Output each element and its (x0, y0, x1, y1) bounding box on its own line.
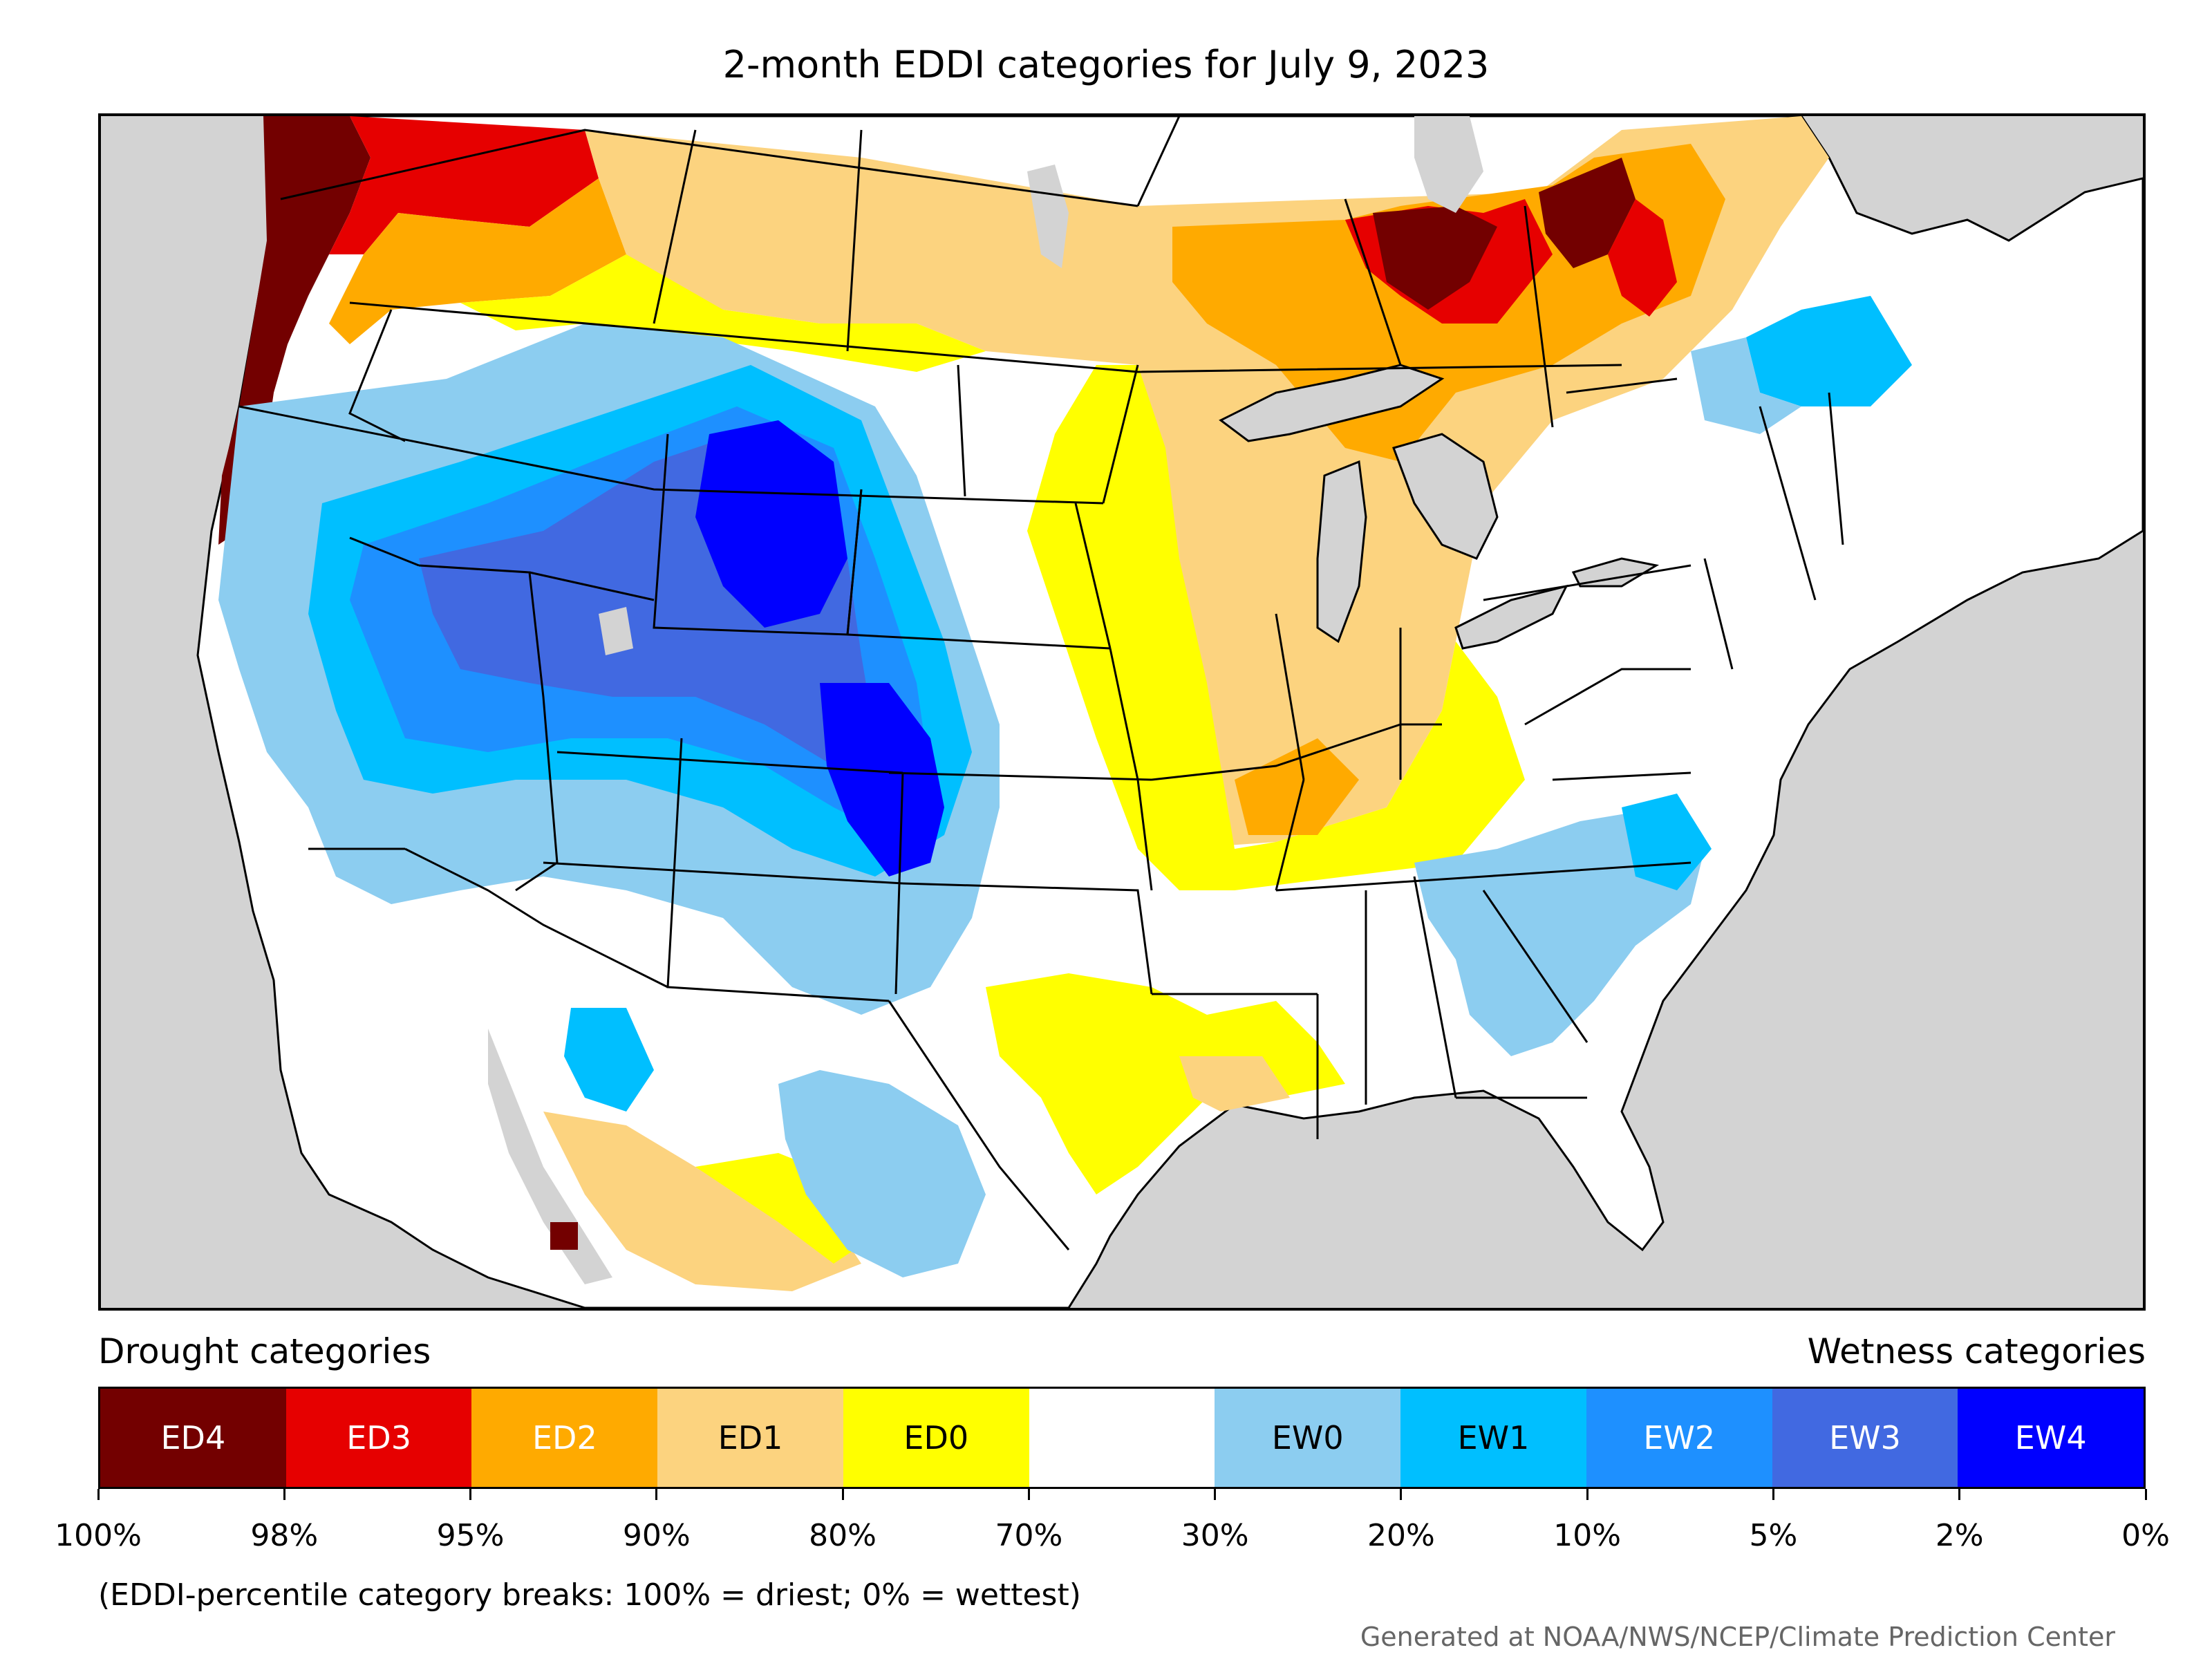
colorbar-segment-ew3: EW3 (1772, 1389, 1958, 1487)
colorbar-tick-label: 80% (809, 1518, 877, 1553)
region-ew1-arizona (564, 1008, 654, 1112)
category-note: (EDDI-percentile category breaks: 100% =… (98, 1577, 1081, 1613)
colorbar-tick-label: 10% (1553, 1518, 1622, 1553)
map-title: 2-month EDDI categories for July 9, 2023 (722, 43, 1490, 86)
region-ed4-ontario (1373, 206, 1497, 310)
region-ew0-south-nm (778, 1070, 986, 1277)
colorbar-segment-ew0: EW0 (1215, 1389, 1401, 1487)
hudson-bay-edge (1414, 116, 1483, 213)
region-ed0-midwest (1027, 365, 1525, 890)
colorbar-segment-ed1: ED1 (657, 1389, 843, 1487)
region-ew1-new-england (1746, 296, 1912, 406)
colorbar-segment-ew4: EW4 (1958, 1389, 2144, 1487)
colorbar-tick-label: 100% (55, 1518, 142, 1553)
colorbar-segment-ed3: ED3 (285, 1389, 472, 1487)
region-ed4-quebec (1539, 158, 1635, 268)
eddi-map (98, 113, 2146, 1311)
wetness-categories-heading: Wetness categories (1807, 1331, 2146, 1371)
great-salt-lake (599, 607, 633, 655)
colorbar-tick-mark (1958, 1489, 1961, 1500)
gulf-of-california (488, 1029, 612, 1284)
colorbar-tick-label: 95% (436, 1518, 505, 1553)
colorbar-tick-label: 90% (622, 1518, 691, 1553)
colorbar-segment-ew2: EW2 (1586, 1389, 1772, 1487)
colorbar-segment-normal (1029, 1389, 1215, 1487)
drought-categories-heading: Drought categories (98, 1331, 431, 1371)
colorbar-tick-label: 5% (1749, 1518, 1798, 1553)
region-ew0-new-england (1691, 337, 1801, 434)
colorbar-tick-label: 70% (995, 1518, 1063, 1553)
colorbar-tick-label: 20% (1367, 1518, 1435, 1553)
colorbar-tick-mark (841, 1489, 844, 1500)
colorbar-segment-ew1: EW1 (1400, 1389, 1586, 1487)
lake-superior (1219, 364, 1445, 442)
colorbar-tick-mark (1214, 1489, 1217, 1500)
lake-erie (1454, 584, 1568, 650)
colorbar-tick-label: 30% (1181, 1518, 1249, 1553)
colorbar-tick-label: 98% (250, 1518, 319, 1553)
colorbar-tick-mark (283, 1489, 285, 1500)
lake-winnipeg (1027, 165, 1069, 268)
region-ed4-baja (550, 1222, 578, 1250)
colorbar-tick-mark (1772, 1489, 1774, 1500)
colorbar-tick-mark (469, 1489, 472, 1500)
region-ed2-missouri (1235, 738, 1359, 835)
region-ed1-canada-west (585, 130, 1138, 365)
region-ew0-carolinas (1414, 807, 1705, 1056)
colorbar-segment-ed0: ED0 (843, 1389, 1029, 1487)
colorbar-tick-mark (1400, 1489, 1403, 1500)
region-ed1-louisiana (1179, 1056, 1290, 1112)
colorbar-tick-mark (97, 1489, 100, 1500)
map-canvas (196, 116, 2143, 1308)
lake-huron (1392, 433, 1499, 560)
colorbar-tick-label: 0% (2121, 1518, 2170, 1553)
colorbar-tick-mark (655, 1489, 658, 1500)
region-ed0-texas-gulf (986, 973, 1345, 1194)
colorbar-tick-label: 2% (1935, 1518, 1984, 1553)
colorbar-tick-mark (1586, 1489, 1588, 1500)
lake-michigan (1316, 460, 1367, 644)
colorbar-segment-ed4: ED4 (100, 1389, 286, 1487)
colorbar-tick-mark (1027, 1489, 1030, 1500)
state-borders (238, 116, 1844, 1250)
colorbar-tick-mark (2144, 1489, 2147, 1500)
region-ed1-sonora (543, 1112, 861, 1291)
credit-line: Generated at NOAA/NWS/NCEP/Climate Predi… (1360, 1622, 2115, 1652)
region-ed0-canada-west (460, 254, 986, 372)
region-ed3-quebec (1608, 199, 1677, 317)
region-ed2-pacific-nw (329, 178, 626, 344)
region-ew4-wyoming (695, 420, 847, 628)
region-ew4-colorado (820, 683, 944, 877)
region-ed3-pacific-nw (329, 116, 599, 254)
category-colorbar: ED4 ED3 ED2 ED1 ED0 EW0 EW1 EW2 EW3 EW4 (98, 1387, 2146, 1489)
colorbar-segment-ed2: ED2 (471, 1389, 658, 1487)
